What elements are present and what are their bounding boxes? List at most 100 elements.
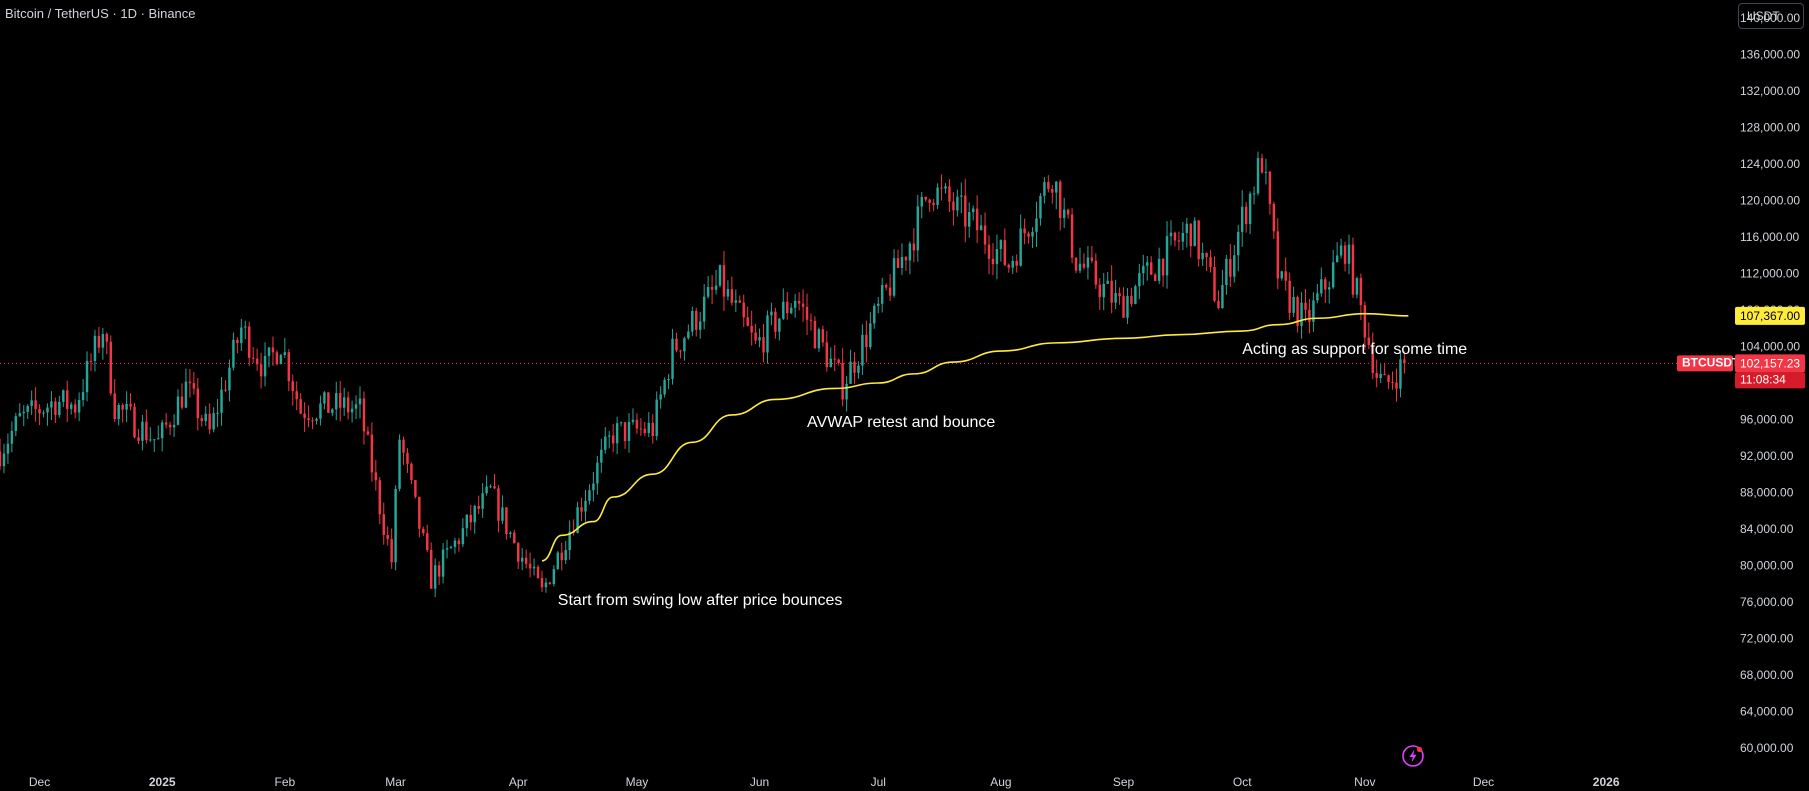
y-tick-label: 136,000.00	[1740, 48, 1800, 62]
candle-body	[896, 258, 900, 268]
candle-body	[192, 383, 196, 389]
y-tick-label: 84,000.00	[1740, 522, 1794, 536]
symbol-title: Bitcoin / TetherUS · 1D · Binance	[5, 6, 196, 21]
candle-body	[869, 323, 872, 348]
candle-body	[14, 416, 18, 431]
candle-body	[141, 421, 144, 441]
candle-body	[481, 493, 484, 509]
candle-body	[1047, 182, 1050, 190]
candle-body	[730, 289, 734, 303]
candle-body	[1173, 232, 1177, 241]
candle-body	[1066, 209, 1070, 215]
y-tick-label: 92,000.00	[1740, 449, 1794, 463]
candle-body	[805, 306, 809, 320]
candle-body	[1161, 258, 1165, 276]
candle-body	[643, 428, 647, 434]
candle-body	[386, 535, 389, 540]
candle-body	[639, 428, 643, 430]
candle-body	[1244, 206, 1248, 225]
candle-body	[240, 327, 243, 344]
y-tick-label: 124,000.00	[1740, 157, 1800, 171]
candle-body	[1090, 257, 1094, 261]
candle-body	[295, 391, 298, 400]
candle-body	[485, 486, 488, 494]
candle-body	[180, 396, 184, 408]
candle-body	[750, 325, 753, 333]
candle-body	[50, 401, 53, 408]
y-tick-label: 64,000.00	[1740, 704, 1794, 718]
candle-body	[34, 400, 37, 409]
annotation-support: Acting as support for some time	[1242, 341, 1468, 359]
candle-body	[66, 390, 69, 409]
candle-body	[532, 566, 536, 569]
candle-body	[1229, 258, 1232, 277]
candle-body	[358, 398, 362, 405]
candle-body	[738, 300, 742, 303]
candle-body	[611, 435, 615, 444]
candle-body	[600, 449, 603, 463]
candle-body	[157, 438, 160, 440]
y-tick-label: 96,000.00	[1740, 412, 1794, 426]
candle-body	[841, 362, 844, 400]
candle-body	[418, 496, 421, 529]
candle-body	[267, 347, 271, 356]
candle-body	[1300, 302, 1303, 326]
candle-body	[1193, 220, 1196, 247]
candle-body	[1031, 231, 1034, 237]
candle-body	[770, 311, 773, 316]
candle-body	[968, 212, 971, 227]
candle-body	[93, 335, 97, 361]
symbol-tag: BTCUSDT	[1682, 355, 1740, 369]
candle-body	[1252, 193, 1256, 195]
candle-body	[837, 359, 840, 363]
candle-body	[315, 418, 318, 421]
candle-body	[892, 258, 896, 296]
candle-body	[1205, 252, 1208, 258]
candle-body	[952, 201, 955, 211]
candle-body	[1130, 295, 1133, 304]
candle-body	[362, 398, 366, 432]
candle-body	[702, 296, 706, 322]
candle-body	[113, 393, 116, 419]
candle-body	[983, 225, 987, 245]
candle-body	[833, 358, 836, 360]
candle-body	[588, 490, 591, 501]
candle-body	[766, 315, 769, 353]
candle-body	[259, 364, 263, 377]
candle-body	[1355, 278, 1359, 295]
candle-body	[410, 463, 413, 481]
candle-body	[1225, 258, 1228, 285]
candle-body	[1379, 373, 1382, 379]
candle-body	[117, 405, 120, 419]
candle-body	[1142, 265, 1145, 274]
candle-body	[627, 421, 631, 441]
y-tick-label: 112,000.00	[1740, 267, 1799, 281]
candle-body	[390, 539, 393, 563]
candle-body	[754, 332, 757, 341]
candle-body	[1268, 171, 1272, 204]
candle-body	[782, 301, 785, 319]
candle-body	[853, 361, 856, 373]
candle-body	[1320, 279, 1323, 294]
candle-body	[944, 186, 947, 189]
candle-body	[635, 419, 639, 429]
flash-icon[interactable]	[1400, 743, 1426, 769]
candle-body	[509, 532, 512, 534]
candle-body	[1217, 300, 1220, 309]
candle-body	[1086, 257, 1090, 268]
currency-button[interactable]: USDT	[1738, 3, 1804, 29]
candle-body	[244, 326, 247, 328]
candle-body	[544, 582, 548, 588]
candle-body	[540, 578, 544, 588]
candle-body	[596, 462, 599, 484]
candle-body	[105, 334, 109, 342]
y-tick-label: 104,000.00	[1740, 340, 1800, 354]
candle-body	[303, 413, 306, 419]
candle-body	[1015, 260, 1018, 266]
candle-body	[441, 549, 445, 577]
candle-body	[849, 361, 852, 384]
candle-body	[1189, 223, 1192, 247]
candle-body	[204, 413, 207, 422]
candle-body	[924, 196, 927, 200]
